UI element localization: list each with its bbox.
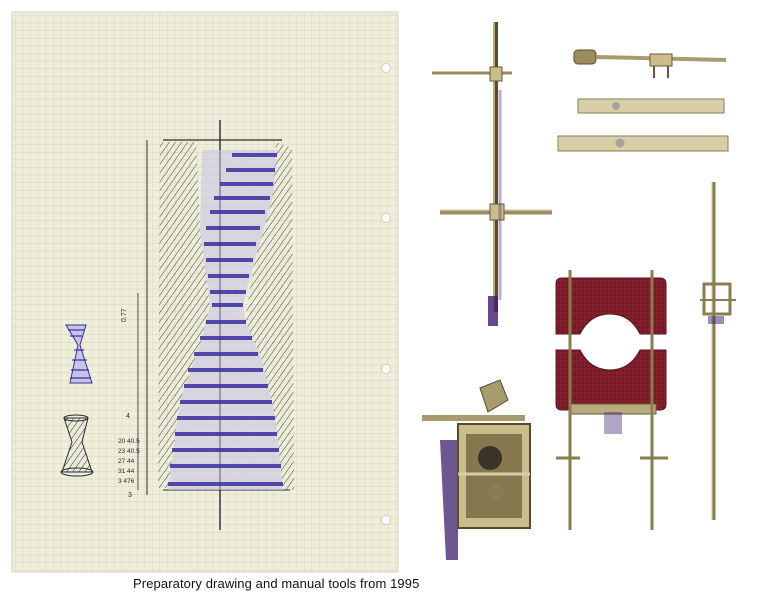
small-sketch-black (60, 414, 94, 477)
hourglass-drawing (146, 120, 294, 530)
punch-hole (381, 515, 391, 525)
annotation-bottom-mark: 3 (128, 492, 132, 499)
annotation-row: 3 476 (118, 478, 135, 485)
punch-hole (381, 63, 391, 73)
punch-hole (381, 213, 391, 223)
punch-hole (381, 364, 391, 374)
felt-clamp-tool (555, 270, 668, 530)
vertical-probe-tool (700, 182, 736, 520)
drawing-annotations: 0.77 4 20 40.5 23 40.5 27 44 31 44 3 476… (118, 293, 140, 499)
cross-gauge-tool (432, 22, 552, 326)
metal-bar (577, 98, 725, 114)
annotation-row: 20 40.5 (118, 438, 140, 445)
annotation-row: 31 44 (118, 468, 135, 475)
brass-mechanism-tool (422, 379, 531, 560)
annotation-top-mark: 0.77 (121, 308, 128, 322)
caliper-tool (573, 49, 727, 78)
annotation-side-mark: 4 (126, 413, 130, 420)
annotation-row: 27 44 (118, 458, 135, 465)
figure-caption: Preparatory drawing and manual tools fro… (133, 576, 420, 591)
small-sketch-blue (65, 324, 93, 384)
annotation-row: 23 40.5 (118, 448, 140, 455)
metal-bar (557, 135, 729, 152)
